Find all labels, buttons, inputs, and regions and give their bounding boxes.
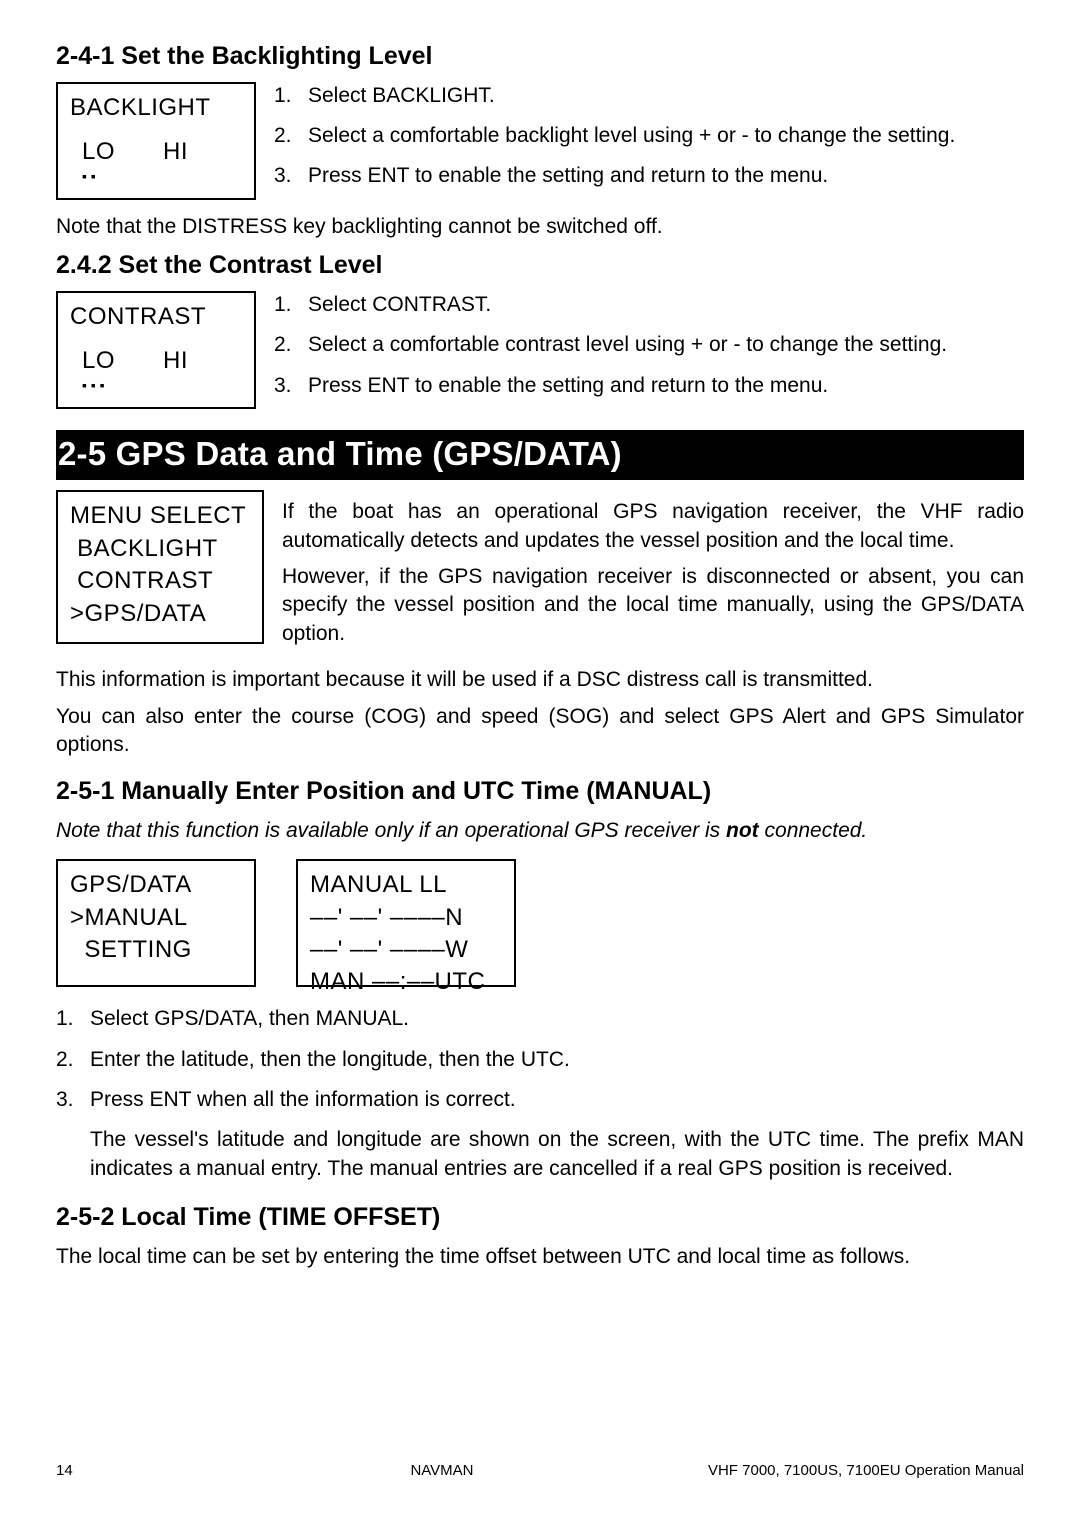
step-text: Enter the latitude, then the longitude, … [90, 1046, 1024, 1074]
display-gpsdata: GPS/DATA >MANUAL SETTING [56, 859, 256, 987]
step-num: 3. [56, 1086, 90, 1114]
menu-line: CONTRAST [70, 565, 250, 597]
box-line: MAN ––:––UTC [310, 966, 502, 998]
step-text: Select BACKLIGHT. [308, 82, 1024, 110]
step-num: 2. [56, 1046, 90, 1074]
p-25-3: This information is important because it… [56, 666, 1024, 694]
step-num: 1. [274, 82, 308, 110]
display-lo: LO [82, 345, 115, 377]
footer-brand: NAVMAN [410, 1461, 473, 1481]
steps-251: 1.Select GPS/DATA, then MANUAL. 2.Enter … [56, 1005, 1024, 1114]
note-241: Note that the DISTRESS key backlighting … [56, 213, 1024, 241]
step-num: 3. [274, 162, 308, 190]
box-line: GPS/DATA [70, 869, 242, 901]
p-25-4: You can also enter the course (COG) and … [56, 703, 1024, 760]
heading-252: 2-5-2 Local Time (TIME OFFSET) [56, 1201, 1024, 1235]
step-text: Select GPS/DATA, then MANUAL. [90, 1005, 1024, 1033]
step-num: 2. [274, 122, 308, 150]
boxpair-251: GPS/DATA >MANUAL SETTING MANUAL LL ––' –… [56, 859, 1024, 987]
heading-241: 2-4-1 Set the Backlighting Level [56, 40, 1024, 74]
note-pre: Note that this function is available onl… [56, 819, 726, 842]
steps-242: 1.Select CONTRAST. 2.Select a comfortabl… [274, 291, 1024, 412]
step-num: 2. [274, 331, 308, 359]
tail-251: The vessel's latitude and longitude are … [90, 1126, 1024, 1183]
footer-doc: VHF 7000, 7100US, 7100EU Operation Manua… [708, 1461, 1024, 1481]
row-25: MENU SELECT BACKLIGHT CONTRAST >GPS/DATA… [56, 490, 1024, 656]
step-text: Select CONTRAST. [308, 291, 1024, 319]
step-text: Select a comfortable contrast level usin… [308, 331, 1024, 359]
footer-page: 14 [56, 1461, 176, 1481]
step-text: Press ENT when all the information is co… [90, 1086, 1024, 1114]
menu-line: BACKLIGHT [70, 533, 250, 565]
steps-241: 1.Select BACKLIGHT. 2.Select a comfortab… [274, 82, 1024, 203]
p-252: The local time can be set by entering th… [56, 1243, 1024, 1271]
display-lo: LO [82, 136, 115, 168]
note-251: Note that this function is available onl… [56, 817, 1024, 845]
display-dots: ▪ ▪ [70, 167, 242, 186]
display-hi: HI [163, 136, 188, 168]
banner-25: 2-5 GPS Data and Time (GPS/DATA) [56, 430, 1024, 481]
box-line: ––' ––' ––––N [310, 902, 502, 934]
footer: 14 NAVMAN VHF 7000, 7100US, 7100EU Opera… [0, 1461, 1080, 1481]
row-241: BACKLIGHT LO HI ▪ ▪ 1.Select BACKLIGHT. … [56, 82, 1024, 203]
menu-line: >GPS/DATA [70, 598, 250, 630]
display-backlight: BACKLIGHT LO HI ▪ ▪ [56, 82, 256, 200]
box-line: ––' ––' ––––W [310, 934, 502, 966]
box-line: SETTING [70, 934, 242, 966]
display-contrast: CONTRAST LO HI ▪ ▪ ▪ [56, 291, 256, 409]
heading-251: 2-5-1 Manually Enter Position and UTC Ti… [56, 775, 1024, 809]
display-title: BACKLIGHT [70, 92, 242, 124]
display-menuselect: MENU SELECT BACKLIGHT CONTRAST >GPS/DATA [56, 490, 264, 644]
display-hi: HI [163, 345, 188, 377]
step-text: Press ENT to enable the setting and retu… [308, 162, 1024, 190]
row-242: CONTRAST LO HI ▪ ▪ ▪ 1.Select CONTRAST. … [56, 291, 1024, 412]
display-title: CONTRAST [70, 301, 242, 333]
menu-line: MENU SELECT [70, 500, 250, 532]
heading-242: 2.4.2 Set the Contrast Level [56, 249, 1024, 283]
step-text: Press ENT to enable the setting and retu… [308, 372, 1024, 400]
note-bold: not [726, 819, 759, 842]
box-line: MANUAL LL [310, 869, 502, 901]
display-manual-ll: MANUAL LL ––' ––' ––––N ––' ––' ––––W MA… [296, 859, 516, 987]
p-25-2: However, if the GPS navigation receiver … [282, 563, 1024, 648]
box-line: >MANUAL [70, 902, 242, 934]
step-num: 1. [274, 291, 308, 319]
step-text: Select a comfortable backlight level usi… [308, 122, 1024, 150]
step-num: 3. [274, 372, 308, 400]
note-post: connected. [759, 819, 868, 842]
display-dots: ▪ ▪ ▪ [70, 376, 242, 395]
p-25-1: If the boat has an operational GPS navig… [282, 498, 1024, 555]
step-num: 1. [56, 1005, 90, 1033]
